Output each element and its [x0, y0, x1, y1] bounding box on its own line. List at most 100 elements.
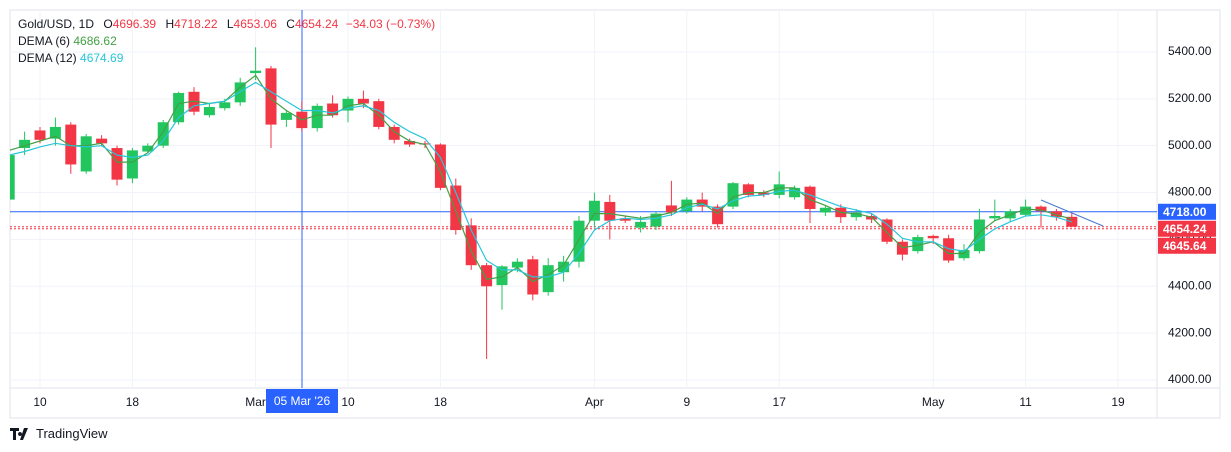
candle-body: [681, 199, 693, 212]
x-tick-label: May: [922, 395, 945, 409]
y-tick-label: 5400.00: [1168, 44, 1212, 58]
price-label: 4718.00: [1163, 205, 1207, 219]
indicator-name: DEMA (12): [18, 51, 77, 65]
candle-body: [496, 266, 508, 286]
ohlc-key: O: [103, 17, 113, 31]
candle-body: [819, 207, 831, 213]
candle-body: [850, 212, 862, 218]
brand-logo: [10, 427, 28, 440]
y-tick-label: 4000.00: [1168, 372, 1212, 386]
candle-body: [481, 265, 493, 287]
candle-body: [542, 265, 554, 293]
candle-body: [881, 219, 893, 242]
candle-body: [665, 205, 677, 213]
candle-body: [10, 155, 15, 200]
ohlc-value: 4653.06: [233, 17, 277, 31]
candle-body: [142, 145, 154, 152]
brand: TradingView: [10, 426, 108, 441]
candle-body: [650, 213, 662, 227]
symbol: Gold/USD, 1D: [18, 17, 95, 31]
crosshair-label: 05 Mar '26: [274, 394, 331, 408]
candle-body: [49, 126, 61, 139]
candle-body: [927, 235, 939, 239]
x-tick-label: 17: [773, 395, 787, 409]
crosshair-label-box: [266, 389, 338, 413]
brand-name: TradingView: [36, 426, 108, 441]
candle-body: [203, 107, 215, 116]
candle-body: [342, 98, 354, 111]
candle-body: [388, 126, 400, 140]
chart-frame: [9, 9, 1221, 419]
candle-body: [250, 70, 262, 74]
y-tick-label: 4800.00: [1168, 185, 1212, 199]
indicator-row: DEMA (6) 4686.62: [18, 33, 435, 50]
ohlc-value: 4696.39: [112, 17, 157, 31]
candle-body: [19, 139, 31, 149]
price-label: 4654.24: [1163, 222, 1207, 236]
candle-body: [912, 237, 924, 252]
candle-body: [111, 148, 123, 180]
candle-body: [80, 136, 92, 172]
ohlc-key: H: [165, 17, 175, 31]
candle-body: [126, 150, 138, 179]
ohlc-key: C: [286, 17, 295, 31]
candle-body: [219, 102, 231, 109]
candle-body: [511, 261, 523, 268]
y-tick-label: 5000.00: [1168, 138, 1212, 152]
candle-body: [588, 200, 600, 221]
ohlc-value: 4718.22: [174, 17, 218, 31]
candle-body: [573, 220, 585, 262]
price-label: 4645.64: [1163, 239, 1207, 253]
indicator-line: [10, 81, 1072, 278]
candle-body: [727, 183, 739, 207]
candle-body: [173, 92, 185, 123]
indicator-value: 4674.69: [80, 51, 124, 65]
candle-body: [712, 206, 724, 225]
y-tick-label: 4200.00: [1168, 325, 1212, 339]
candle-body: [742, 184, 754, 195]
candle-body: [465, 225, 477, 266]
candle-body: [280, 112, 292, 120]
candle-body: [96, 138, 108, 144]
indicator-name: DEMA (6): [18, 34, 71, 48]
x-tick-label: 18: [434, 395, 448, 409]
candle-body: [1020, 206, 1032, 215]
candle-body: [773, 184, 785, 195]
indicator-row: DEMA (12) 4674.69: [18, 50, 435, 67]
y-tick-label: 5200.00: [1168, 91, 1212, 105]
indicator-value: 4686.62: [73, 34, 117, 48]
candle-body: [34, 130, 46, 140]
candle-body: [558, 261, 570, 273]
candle-body: [404, 140, 416, 145]
candle-body: [373, 101, 385, 127]
price-label-box: [1158, 237, 1216, 254]
ohlc-value: 4654.24: [294, 17, 339, 31]
candle-body: [604, 201, 616, 221]
ohlc-key: L: [226, 17, 234, 31]
plot-area: [10, 47, 1078, 359]
ohlc-row: Gold/USD, 1D O4696.39 H4718.22 L4653.06 …: [18, 16, 435, 33]
x-tick-label: Mar: [245, 395, 266, 409]
axes: 4000.004200.004400.004600.004800.005000.…: [33, 44, 1216, 409]
x-tick-label: 10: [341, 395, 355, 409]
candle-body: [789, 187, 801, 198]
x-tick-label: Apr: [585, 395, 604, 409]
candle-body: [265, 68, 277, 125]
price-label-box: [1158, 220, 1216, 237]
legend: Gold/USD, 1D O4696.39 H4718.22 L4653.06 …: [18, 16, 435, 67]
candle-body: [327, 103, 339, 116]
candle-body: [357, 98, 369, 104]
candle-body: [804, 186, 816, 209]
candle-body: [973, 219, 985, 252]
candle-body: [157, 122, 169, 146]
candle-body: [635, 221, 647, 228]
x-tick-label: 9: [683, 395, 690, 409]
candle-body: [65, 124, 77, 165]
y-tick-label: 4400.00: [1168, 278, 1212, 292]
price-label-box: [1158, 203, 1216, 220]
x-tick-label: 19: [1111, 395, 1125, 409]
candle-body: [758, 192, 770, 195]
x-tick-label: 11: [1019, 395, 1032, 409]
